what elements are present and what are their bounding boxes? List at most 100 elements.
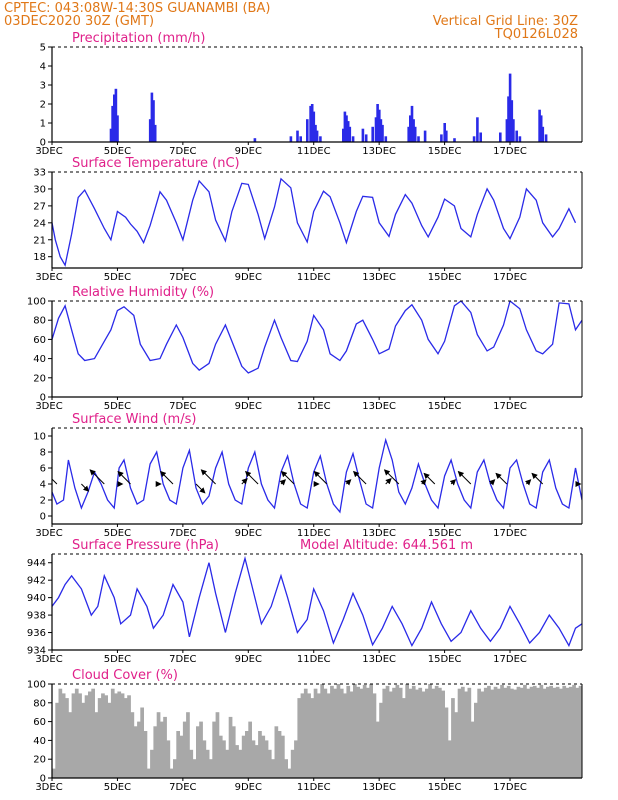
y-tick-label: 934 <box>27 646 46 657</box>
station-header: CPTEC: 043:08W-14:30S GUANAMBI (BA) <box>4 1 270 16</box>
cloud-bar <box>248 721 252 778</box>
cloud-bar <box>510 688 514 778</box>
y-tick-label: 40 <box>33 736 46 747</box>
x-tick-label: 3DEC <box>35 146 62 157</box>
x-tick-label: 3DEC <box>35 401 62 412</box>
cloud-bar <box>313 688 318 778</box>
precip-bar <box>309 105 312 142</box>
precip-title: Precipitation (mm/h) <box>72 31 205 46</box>
cloud-bar <box>572 684 576 778</box>
y-tick-label: 0 <box>40 393 46 404</box>
precip-bar <box>379 119 383 142</box>
precip-bar <box>505 119 509 142</box>
cloud-bar <box>317 693 321 778</box>
cloud-bar <box>271 759 275 778</box>
x-tick-label: 7DEC <box>169 401 196 412</box>
y-tick-label: 30 <box>33 184 46 195</box>
x-tick-label: 3DEC <box>35 528 62 539</box>
precip-bar <box>371 126 374 142</box>
cloud-bar <box>496 688 501 778</box>
cloud-bar <box>539 684 544 778</box>
cloud-bar <box>529 686 534 778</box>
cloud-bar <box>261 735 266 778</box>
cloud-bar <box>137 721 141 778</box>
x-tick-label: 15DEC <box>428 146 462 157</box>
cloud-bar <box>228 716 233 778</box>
cloud-bar <box>284 759 288 778</box>
precip-bar <box>453 138 456 142</box>
precip-bar <box>544 134 548 142</box>
rh-plot-area <box>52 301 582 374</box>
cloud-panel: 0 20 40 60 80 100 3DEC 5DEC 7DEC 9DEC 11DEC 13DEC 15… <box>27 668 583 793</box>
cloud-bar <box>389 691 393 778</box>
x-tick-label: 5DEC <box>104 272 131 283</box>
cloud-bar <box>297 698 302 778</box>
cloud-bar <box>258 731 262 778</box>
x-tick-label: 5DEC <box>104 654 131 665</box>
cloud-bar <box>189 749 194 778</box>
cloud-bar <box>192 759 197 778</box>
cloud-bar <box>146 768 151 778</box>
precip-bar <box>289 136 293 142</box>
cloud-bar <box>549 685 553 778</box>
precip-bar <box>384 136 388 142</box>
precip-bar <box>515 130 518 142</box>
wind-vector-arrow <box>352 470 367 485</box>
cloud-bar <box>438 687 442 778</box>
cloud-bar <box>78 693 82 778</box>
precip-bar <box>440 134 443 142</box>
x-tick-label: 9DEC <box>235 654 262 665</box>
cloud-bar <box>254 745 259 778</box>
cloud-bar <box>408 688 413 778</box>
precip-bar <box>507 96 510 142</box>
y-tick-label: 2 <box>40 100 46 111</box>
y-tick-label: 4 <box>40 62 46 73</box>
y-tick-label: 20 <box>33 755 46 766</box>
wind-vector-arrow <box>420 479 427 486</box>
x-tick-label: 7DEC <box>169 528 196 539</box>
precip-bar <box>148 119 152 142</box>
cloud-bar <box>290 749 295 778</box>
x-tick-label: 5DEC <box>104 528 131 539</box>
precip-bar <box>306 119 309 142</box>
cloud-bar <box>402 698 406 778</box>
model-code: TQ0126L028 <box>494 27 578 42</box>
x-tick-label: 9DEC <box>235 401 262 412</box>
cloud-bar <box>94 712 99 778</box>
x-tick-label: 9DEC <box>235 528 262 539</box>
precip-bar <box>345 115 348 142</box>
wind-vector-arrow <box>89 469 105 485</box>
cloud-bar <box>114 693 118 778</box>
precip-bar <box>315 130 319 142</box>
cloud-bar <box>104 695 108 778</box>
cloud-bar <box>523 684 527 778</box>
cloud-bar <box>88 691 92 778</box>
y-tick-label: 944 <box>27 558 46 569</box>
y-tick-label: 938 <box>27 611 46 622</box>
cloud-bar <box>392 687 396 778</box>
precip-bar <box>538 109 541 142</box>
x-tick-label: 13DEC <box>362 272 396 283</box>
precip-bar <box>445 130 448 142</box>
cloud-bar <box>385 685 390 778</box>
y-tick-label: 8 <box>40 448 46 459</box>
pres-annotation: Model Altitude: 644.561 m <box>300 538 473 553</box>
cloud-bar <box>300 693 305 778</box>
precip-bar <box>539 115 543 142</box>
cloud-bar <box>464 691 468 778</box>
cloud-bar <box>251 740 256 778</box>
precip-bar <box>381 124 384 142</box>
wind-vector-arrow <box>313 470 328 485</box>
cloud-bar <box>199 721 203 778</box>
precip-bar <box>423 130 427 142</box>
cloud-bar <box>205 749 210 778</box>
x-tick-label: 15DEC <box>428 528 462 539</box>
x-tick-label: 7DEC <box>169 272 196 283</box>
cloud-bar <box>411 685 416 778</box>
cloud-bar <box>130 712 135 778</box>
pres-panel: 934 936 938 940 942 944 3DEC 5DEC 7DEC 9DEC 11DEC 1… <box>27 538 583 665</box>
x-tick-label: 13DEC <box>362 654 396 665</box>
cloud-bar <box>58 688 63 778</box>
wind-vector-arrow <box>385 477 392 485</box>
cloud-bar <box>55 702 59 778</box>
